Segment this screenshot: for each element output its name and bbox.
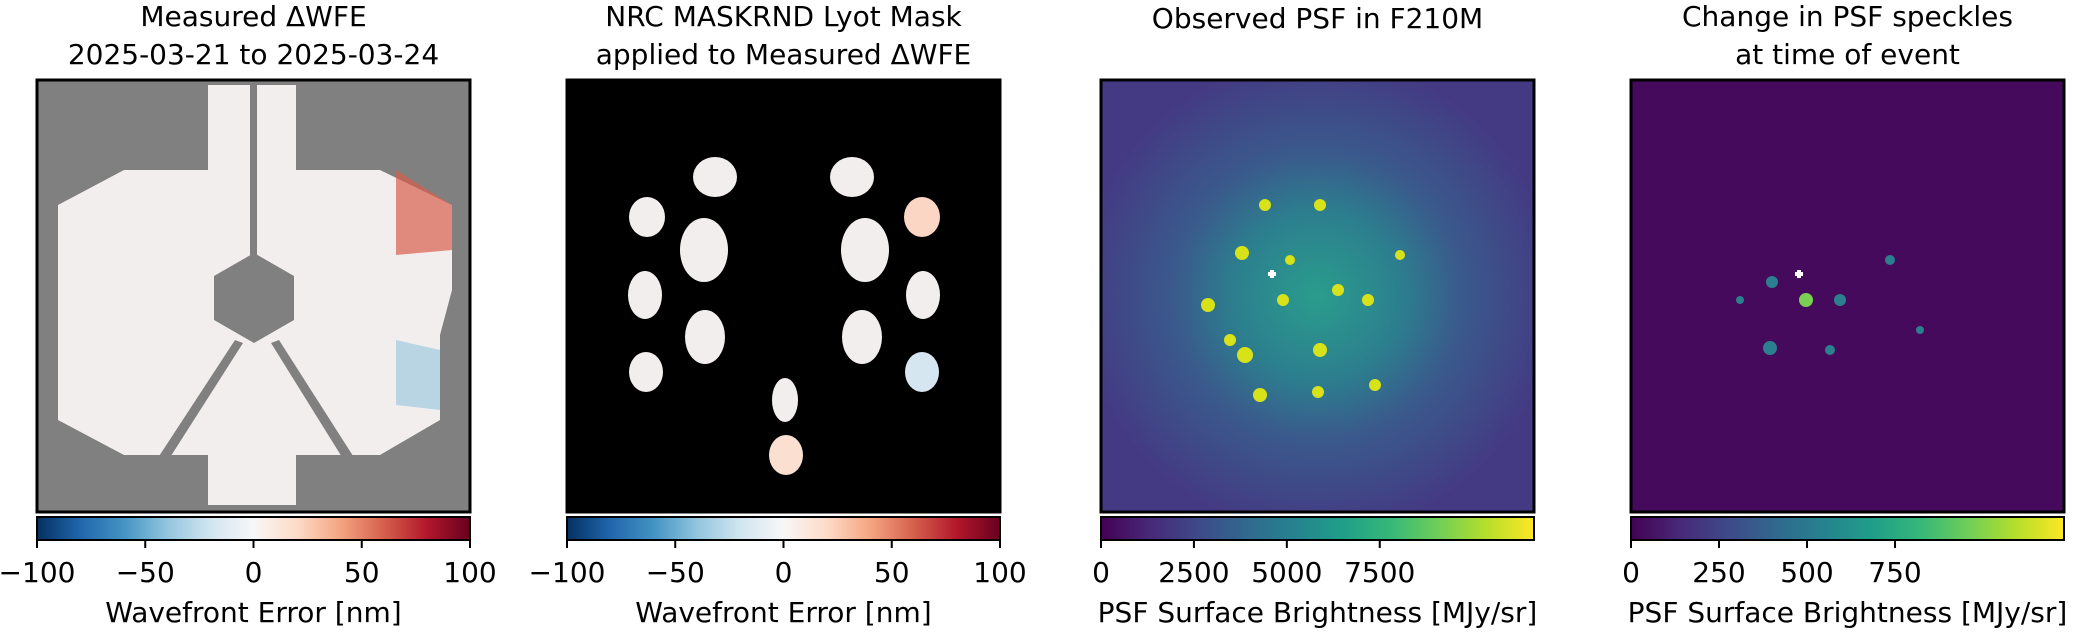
colorbar <box>1100 516 1535 541</box>
tick-label: 2500 <box>1158 556 1229 589</box>
tick-label: 750 <box>1868 556 1921 589</box>
speckle-change <box>1629 78 2066 514</box>
psf-image <box>1099 78 1536 514</box>
tick-label: −100 <box>0 556 75 589</box>
colorbar <box>1630 516 2065 541</box>
panel-title: at time of event <box>1735 38 1960 71</box>
tick-label: −100 <box>529 556 606 589</box>
panel-title: 2025-03-21 to 2025-03-24 <box>68 38 439 71</box>
tick-label: 0 <box>1092 556 1110 589</box>
tick-label: 0 <box>245 556 263 589</box>
tick-label: 100 <box>973 556 1026 589</box>
tick-label: 0 <box>1622 556 1640 589</box>
colorbar-label: PSF Surface Brightness [MJy/sr] <box>1098 596 1538 629</box>
tick-label: 5000 <box>1251 556 1322 589</box>
tick-label: 7500 <box>1344 556 1415 589</box>
tick-label: 50 <box>874 556 910 589</box>
wfe-map <box>35 78 472 514</box>
panel-title: NRC MASKRND Lyot Mask <box>605 0 962 33</box>
colorbar-label: Wavefront Error [nm] <box>105 596 401 629</box>
colorbar-label: PSF Surface Brightness [MJy/sr] <box>1628 596 2068 629</box>
tick-label: 100 <box>443 556 496 589</box>
tick-label: 500 <box>1780 556 1833 589</box>
tick-label: −50 <box>116 556 175 589</box>
colorbar <box>566 516 1001 541</box>
colorbar <box>36 516 471 541</box>
colorbar-label: Wavefront Error [nm] <box>635 596 931 629</box>
tick-label: 0 <box>775 556 793 589</box>
tick-label: 50 <box>344 556 380 589</box>
tick-label: 250 <box>1692 556 1745 589</box>
masked-wfe <box>565 78 1002 514</box>
panel-title: applied to Measured ΔWFE <box>596 38 971 71</box>
panel-title: Observed PSF in F210M <box>1152 2 1483 35</box>
panel-title: Measured ΔWFE <box>140 0 366 33</box>
panel-title: Change in PSF speckles <box>1682 0 2013 33</box>
tick-label: −50 <box>646 556 705 589</box>
